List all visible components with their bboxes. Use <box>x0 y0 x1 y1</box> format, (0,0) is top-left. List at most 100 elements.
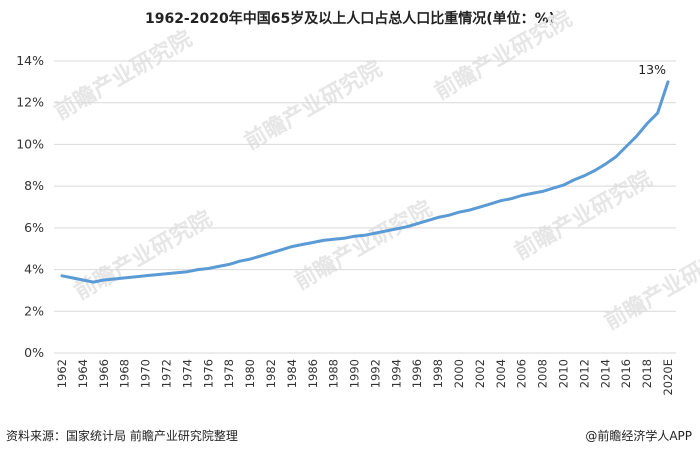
data-point <box>363 233 367 237</box>
data-point <box>457 211 461 214</box>
data-point <box>102 278 105 282</box>
data-point <box>395 227 398 231</box>
x-tick-label: 2010 <box>557 359 571 388</box>
data-point <box>436 216 440 219</box>
data-point <box>562 183 565 187</box>
x-tick-label: 1978 <box>222 359 236 388</box>
data-point <box>353 235 356 238</box>
data-point <box>280 248 283 251</box>
x-tick-label: 1986 <box>306 359 320 388</box>
data-point <box>154 273 158 276</box>
data-point <box>645 122 649 125</box>
watermark-text: 前瞻产业研究院 <box>290 196 436 296</box>
data-point <box>551 187 555 190</box>
gridlines <box>54 60 676 354</box>
x-tick-label: 2000 <box>452 359 466 388</box>
data-point <box>520 194 523 197</box>
data-point <box>489 202 492 206</box>
data-point <box>248 257 252 261</box>
y-tick-label: 0% <box>24 345 44 360</box>
data-point <box>332 238 335 241</box>
source-note: 资料来源：国家统计局 前瞻产业研究院整理 <box>6 429 238 443</box>
data-point <box>113 277 116 281</box>
x-tick-label: 1998 <box>431 359 445 388</box>
series-layer <box>60 80 670 284</box>
data-point <box>60 274 64 278</box>
y-tick-label: 12% <box>16 95 44 110</box>
x-tick-label: 1974 <box>180 359 194 388</box>
annotation-layer: 13% <box>638 62 666 77</box>
data-point <box>175 271 179 274</box>
y-tick-label: 4% <box>24 262 44 277</box>
x-tick-label: 1964 <box>76 359 90 388</box>
x-tick-label: 2014 <box>598 359 612 388</box>
x-tick-label: 1984 <box>285 359 299 388</box>
data-point <box>478 205 482 209</box>
x-tick-label: 1994 <box>389 359 403 388</box>
x-tick-label: 1976 <box>201 359 215 388</box>
data-point <box>311 241 314 244</box>
data-point <box>510 197 513 200</box>
data-point <box>342 237 346 240</box>
watermark-text: 前瞻产业研究院 <box>430 6 576 106</box>
data-point <box>656 111 659 115</box>
data-point <box>583 174 586 177</box>
data-point <box>499 199 503 202</box>
data-point <box>374 231 377 235</box>
watermark-text: 前瞻产业研究院 <box>50 26 196 126</box>
x-tick-label: 2018 <box>640 359 654 388</box>
data-point <box>416 222 419 225</box>
data-point <box>301 243 304 246</box>
data-point <box>625 145 628 148</box>
data-point <box>447 214 450 217</box>
data-point <box>290 245 294 248</box>
watermark-text: 前瞻产业研究院 <box>600 236 700 336</box>
data-point <box>207 267 210 270</box>
y-tick-label: 2% <box>24 303 44 318</box>
x-tick-label: 1988 <box>327 359 341 388</box>
data-point <box>217 265 220 268</box>
watermark-text: 前瞻产业研究院 <box>240 56 386 156</box>
data-point <box>666 80 670 84</box>
data-point <box>405 225 408 229</box>
data-point <box>530 192 534 195</box>
y-axis-ticks: 0% 2% 4% 6% 8% 10% 12% 14% <box>16 53 44 360</box>
y-tick-label: 14% <box>16 53 44 68</box>
data-point <box>604 163 607 166</box>
data-point <box>269 251 273 255</box>
y-tick-label: 6% <box>24 220 44 235</box>
end-value-label: 13% <box>638 62 666 77</box>
data-point <box>81 278 85 282</box>
x-tick-label: 2020E <box>661 359 675 396</box>
x-tick-label: 2002 <box>473 359 487 388</box>
data-point <box>635 134 638 138</box>
data-point <box>227 263 231 266</box>
x-tick-label: 1972 <box>159 359 173 388</box>
data-point <box>541 190 544 193</box>
data-point <box>593 169 597 172</box>
data-point <box>259 254 262 258</box>
data-point <box>133 275 137 279</box>
data-point <box>426 219 429 222</box>
data-point <box>384 229 388 233</box>
data-point <box>165 272 168 275</box>
brand-note: @前瞻经济学人APP <box>585 429 692 443</box>
x-tick-label: 2004 <box>494 359 508 388</box>
x-tick-label: 1990 <box>348 359 362 388</box>
data-point <box>468 208 471 212</box>
watermark-text: 前瞻产业研究院 <box>70 206 216 306</box>
y-tick-label: 8% <box>24 178 44 193</box>
watermark-text: 前瞻产业研究院 <box>510 166 656 266</box>
data-point <box>71 276 74 280</box>
x-tick-label: 1968 <box>118 359 132 388</box>
data-point <box>144 274 147 278</box>
data-point <box>572 178 576 182</box>
data-point <box>238 260 241 263</box>
data-point <box>614 155 617 159</box>
x-tick-label: 1962 <box>55 359 69 388</box>
x-tick-label: 1992 <box>368 359 382 388</box>
x-axis-ticks: 1962 1964 1966 1968 1970 1972 1974 1976 1978 1980… <box>55 359 675 396</box>
x-tick-label: 2006 <box>515 359 529 388</box>
